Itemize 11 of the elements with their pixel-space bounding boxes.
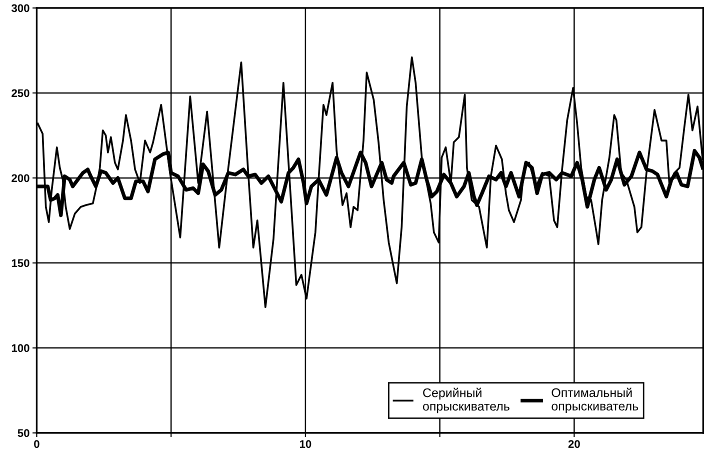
x-tick-label: 10 [300,440,312,448]
y-tick-label: 250 [12,89,30,98]
x-tick-label: 0 [34,440,40,448]
y-tick-label: 300 [11,4,30,12]
y-tick-label: 200 [12,174,30,182]
legend-label: Оптимальный опрыскиватель [552,388,638,414]
x-tick-label: 20 [568,440,580,448]
y-tick-label: 100 [12,344,30,352]
y-tick-label: 150 [12,259,30,268]
legend-label: Серийный опрыскиватель [422,388,510,414]
y-tick-label: 50 [18,429,30,438]
